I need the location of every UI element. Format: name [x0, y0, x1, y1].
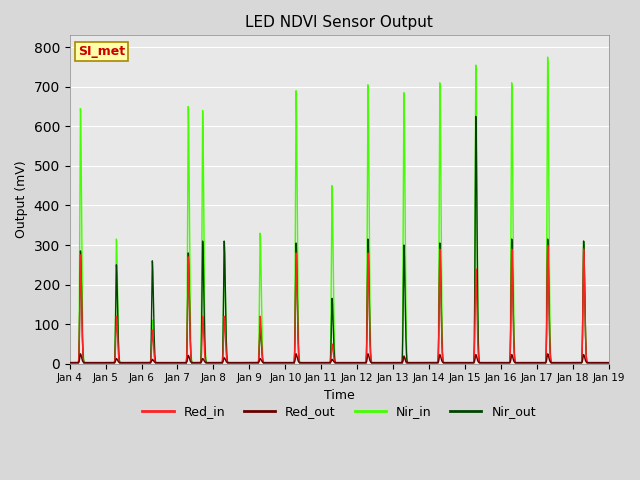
Nir_in — [173, 361, 181, 367]
Line: Red_out: Red_out — [70, 354, 609, 362]
Nir_out — [393, 361, 401, 367]
Text: SI_met: SI_met — [77, 45, 125, 58]
Red_in — [244, 361, 252, 367]
Line: Red_in: Red_in — [70, 245, 609, 364]
Nir_in — [244, 361, 252, 367]
Red_in — [605, 361, 612, 367]
Red_out — [173, 360, 181, 365]
X-axis label: Time: Time — [324, 389, 355, 402]
Nir_in — [280, 361, 288, 367]
Red_out — [66, 360, 74, 365]
Nir_in — [544, 54, 552, 60]
Title: LED NDVI Sensor Output: LED NDVI Sensor Output — [245, 15, 433, 30]
Nir_in — [324, 361, 332, 367]
Red_out — [77, 351, 84, 357]
Legend: Red_in, Red_out, Nir_in, Nir_out: Red_in, Red_out, Nir_in, Nir_out — [138, 400, 541, 423]
Nir_out — [324, 361, 332, 367]
Red_out — [280, 360, 288, 365]
Nir_out — [280, 361, 288, 367]
Red_out — [580, 354, 588, 360]
Line: Nir_in: Nir_in — [70, 57, 609, 364]
Nir_out — [605, 361, 612, 367]
Red_out — [605, 360, 612, 365]
Line: Nir_out: Nir_out — [70, 117, 609, 364]
Nir_out — [66, 361, 74, 367]
Red_in — [393, 361, 401, 367]
Nir_in — [580, 270, 588, 276]
Red_out — [325, 360, 333, 365]
Red_in — [580, 276, 588, 282]
Nir_out — [472, 114, 479, 120]
Red_in — [66, 361, 74, 367]
Nir_in — [605, 361, 612, 367]
Nir_in — [393, 361, 401, 367]
Red_in — [544, 242, 552, 248]
Red_in — [324, 361, 332, 367]
Nir_out — [244, 361, 252, 367]
Nir_in — [66, 361, 74, 367]
Red_in — [173, 361, 181, 367]
Nir_out — [580, 270, 588, 276]
Nir_out — [173, 361, 181, 367]
Red_out — [244, 360, 252, 365]
Red_in — [280, 361, 288, 367]
Red_out — [393, 360, 401, 365]
Y-axis label: Output (mV): Output (mV) — [15, 161, 28, 239]
